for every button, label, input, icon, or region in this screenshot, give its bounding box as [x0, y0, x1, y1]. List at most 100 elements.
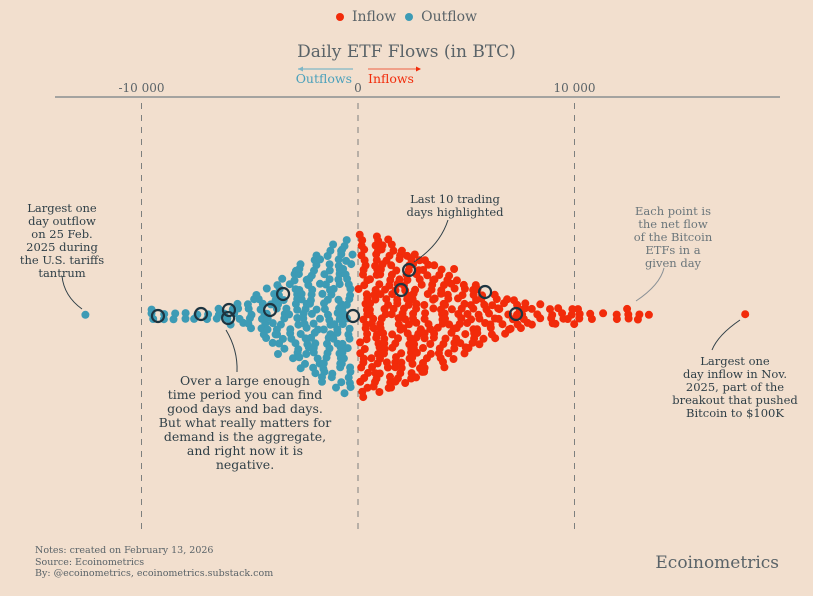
- outflow-point: [327, 373, 336, 382]
- outflow-point: [275, 339, 284, 348]
- outflow-point: [263, 325, 272, 334]
- outflow-point: [348, 250, 357, 259]
- highlighted-day-point: [221, 310, 236, 326]
- inflow-point: [419, 266, 428, 274]
- outflow-point: [307, 333, 316, 342]
- inflow-point: [527, 320, 536, 329]
- notes-text: Notes: created on February 13, 2026: [35, 545, 214, 556]
- inflow-point: [488, 301, 497, 310]
- outflow-point: [302, 323, 311, 332]
- inflow-point: [420, 334, 429, 343]
- outflow-point: [339, 265, 348, 273]
- inflow-point: [441, 300, 449, 309]
- inflow-point: [412, 318, 421, 327]
- outflow-point: [346, 291, 355, 300]
- outflows-arrowhead: [298, 66, 303, 72]
- outflow-point: [329, 284, 338, 293]
- outflow-point: [311, 369, 320, 378]
- outflow-point: [345, 334, 354, 343]
- inflow-point: [568, 305, 577, 314]
- outflow-point: [318, 377, 326, 386]
- inflow-point: [546, 305, 554, 314]
- inflow-point: [392, 266, 401, 275]
- inflow-point: [456, 339, 465, 348]
- inflow-point: [408, 359, 417, 368]
- outflow-point: [81, 310, 90, 319]
- inflow-point: [447, 305, 456, 314]
- inflow-point: [430, 261, 439, 270]
- inflow-point: [405, 320, 413, 329]
- inflow-point: [420, 301, 429, 309]
- inflow-point: [397, 246, 406, 255]
- inflow-point: [521, 299, 530, 308]
- x-tick-label: -10 000: [118, 81, 164, 95]
- inflow-point: [447, 328, 456, 337]
- inflow-point: [391, 363, 400, 372]
- outflow-point: [329, 240, 338, 249]
- chart-title: Daily ETF Flows (in BTC): [297, 42, 516, 62]
- inflow-point: [466, 301, 475, 310]
- inflow-point: [362, 335, 371, 344]
- inflow-point: [354, 285, 363, 293]
- inflow-point: [551, 319, 560, 328]
- inflow-point: [452, 324, 461, 332]
- inflow-point: [587, 315, 596, 323]
- inflow-point: [375, 388, 384, 396]
- outflow-point: [309, 348, 318, 357]
- inflow-point: [441, 314, 449, 323]
- outflow-point: [319, 325, 328, 334]
- highlighted-day-point: [150, 308, 166, 324]
- inflow-point: [411, 285, 420, 294]
- highlighted-day-point: [263, 302, 278, 318]
- last10-arrow: [413, 219, 449, 263]
- annotation-arrows: [61, 219, 741, 373]
- inflow-point: [387, 240, 396, 249]
- highlighted-day-point: [393, 282, 409, 298]
- inflow-point: [406, 334, 415, 343]
- outflow-point: [337, 359, 346, 368]
- outflow-point: [293, 314, 302, 322]
- inflow-point: [510, 296, 518, 305]
- annotation-largest-inflow: Largest one day inflow in Nov. 2025, par…: [672, 354, 798, 420]
- outflow-point: [296, 364, 305, 373]
- inflow-point: [444, 349, 453, 358]
- inflow-point: [386, 372, 394, 381]
- outflow-point: [294, 320, 303, 329]
- outflow-point: [274, 350, 282, 358]
- outflow-point: [273, 281, 282, 290]
- inflow-point: [395, 275, 404, 284]
- inflow-point: [554, 304, 563, 313]
- inflow-point: [419, 344, 427, 352]
- inflow-point: [393, 295, 402, 304]
- inflow-point: [387, 261, 396, 270]
- outflow-point: [333, 328, 342, 337]
- inflow-point: [429, 333, 438, 342]
- inflow-point: [599, 309, 608, 318]
- inflow-point: [378, 241, 387, 250]
- inflow-point: [410, 250, 419, 259]
- outflow-point: [257, 324, 266, 333]
- inflow-point: [376, 354, 384, 363]
- outflow-point: [278, 274, 287, 283]
- inflow-point: [408, 353, 417, 362]
- outflow-point: [334, 295, 343, 304]
- outflow-point: [316, 314, 324, 323]
- inflow-point: [382, 295, 391, 304]
- inflow-point: [460, 299, 469, 308]
- outflow-point: [338, 320, 347, 329]
- inflow-point: [516, 324, 525, 333]
- inflow-point: [624, 314, 633, 323]
- point-arrow: [635, 267, 665, 302]
- annotation-each-point: Each point is the net flow of the Bitcoi…: [633, 204, 713, 270]
- legend-outflow: Outflow: [421, 9, 478, 25]
- inflow-point: [389, 246, 398, 255]
- outflow-point: [346, 383, 355, 392]
- inflow-point: [388, 330, 397, 339]
- inflow-point: [412, 333, 421, 342]
- inflow-point: [536, 314, 545, 323]
- inflow-point: [623, 304, 632, 313]
- annotation-aggregate: Over a large enough time period you can …: [158, 373, 332, 472]
- outflow-point: [290, 276, 299, 285]
- inflow-point: [485, 309, 493, 318]
